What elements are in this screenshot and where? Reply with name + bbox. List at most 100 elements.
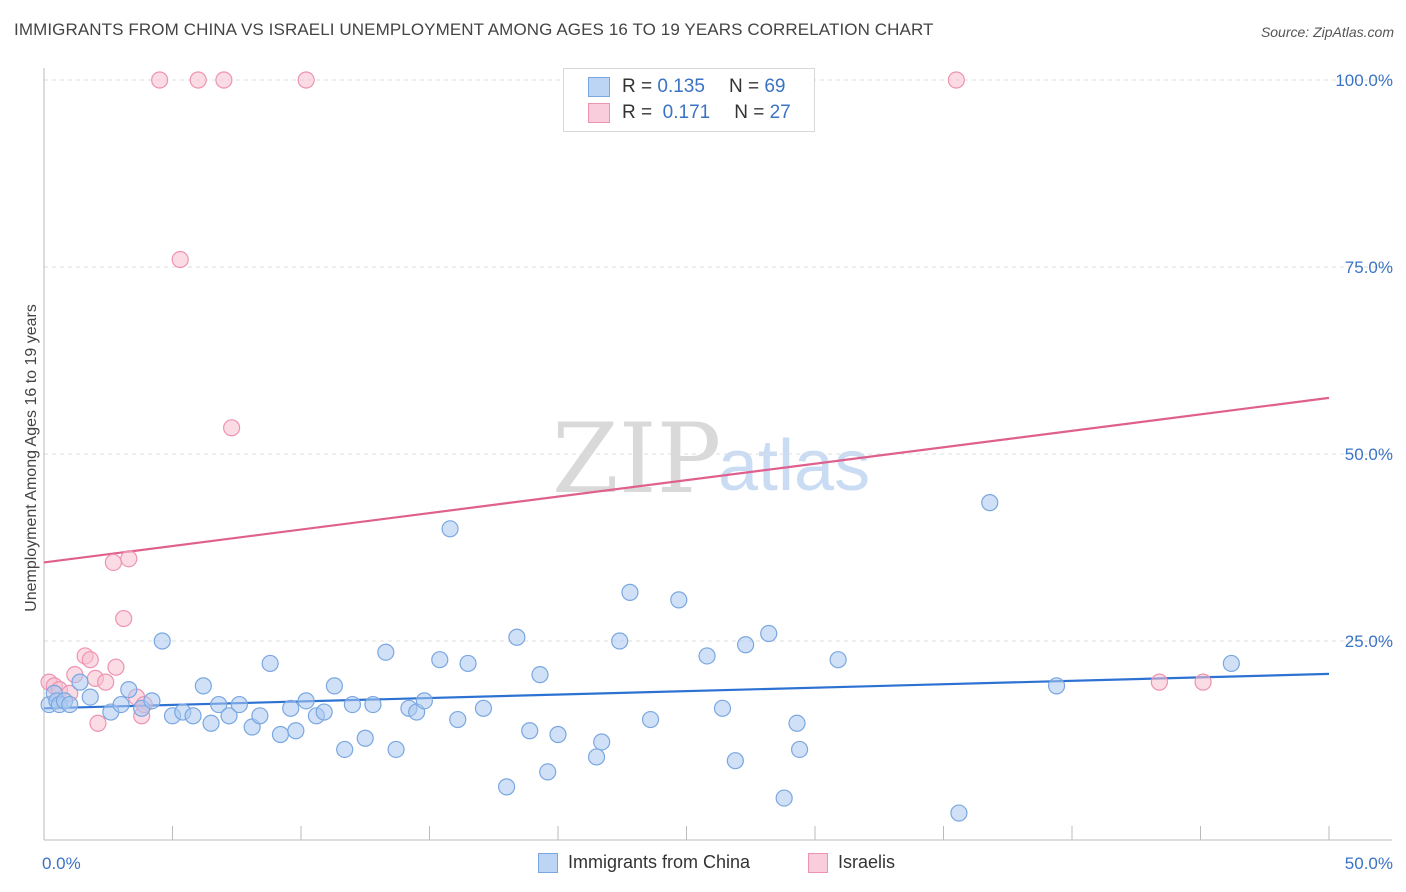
y-tick-label: 100.0% — [1335, 71, 1393, 90]
watermark-zip: ZIP — [552, 403, 721, 515]
n-value: 69 — [764, 76, 786, 97]
israel-point — [297, 71, 315, 89]
n-value: 27 — [769, 102, 791, 123]
y-tick-label: 25.0% — [1345, 632, 1393, 651]
china-point — [531, 666, 549, 684]
israel-point — [89, 714, 107, 732]
china-point — [336, 740, 354, 759]
israel-point — [81, 651, 99, 669]
y-axis-label: Unemployment Among Ages 16 to 19 years — [23, 304, 40, 612]
r-label: R = — [622, 102, 653, 123]
china-trend-line — [43, 672, 1330, 710]
china-point — [287, 722, 305, 740]
china-point — [775, 789, 793, 807]
china-point — [210, 695, 228, 714]
china-point — [737, 636, 755, 654]
china-point — [549, 725, 567, 744]
china-point — [71, 673, 89, 691]
israel-point — [1150, 673, 1168, 691]
china-point — [829, 651, 847, 669]
china-point — [790, 740, 809, 759]
y-tick-label: 75.0% — [1345, 258, 1393, 277]
china-point — [459, 654, 477, 673]
china-point — [521, 722, 539, 740]
source-credit: Source: ZipAtlas.com — [1260, 24, 1394, 40]
china-point — [251, 707, 269, 725]
china-point — [641, 710, 660, 729]
y-tick-label: 50.0% — [1345, 445, 1393, 464]
china-point — [621, 583, 639, 601]
r-value: 0.135 — [657, 76, 705, 97]
china-point — [508, 628, 526, 646]
china-point — [282, 699, 300, 717]
x-tick-label: 50.0% — [1345, 854, 1393, 873]
china-point — [261, 654, 279, 673]
china-point — [431, 651, 449, 669]
china-point — [415, 692, 433, 710]
china-point — [788, 714, 806, 732]
china-point — [153, 632, 171, 650]
china-point — [981, 494, 999, 512]
chart-title: IMMIGRANTS FROM CHINA VS ISRAELI UNEMPLO… — [14, 20, 934, 39]
china-point — [120, 681, 138, 699]
legend-label-china: Immigrants from China — [568, 852, 751, 872]
israel-legend-swatch — [808, 852, 828, 873]
china-point — [230, 695, 248, 714]
china-point — [184, 707, 202, 725]
china-point — [950, 804, 968, 822]
israel-point — [171, 250, 189, 269]
china-point — [364, 695, 382, 714]
legend-label-israelis: Israelis — [838, 852, 896, 872]
israel-point — [189, 71, 207, 89]
israel-point — [115, 609, 133, 628]
china-point — [61, 695, 79, 714]
trend-lines — [43, 396, 1330, 710]
legend-item-israelis[interactable]: Israelis — [808, 852, 895, 873]
china-point — [356, 729, 374, 747]
china-swatch — [588, 77, 610, 97]
china-point — [325, 677, 344, 695]
china-point — [202, 714, 220, 732]
china-point — [441, 520, 459, 538]
series-legend: Immigrants from China Israelis — [0, 852, 1406, 878]
x-tick-labels: 0.0% 50.0% — [42, 854, 1393, 873]
israel-point — [215, 71, 233, 89]
china-point — [474, 699, 493, 717]
china-point — [315, 703, 333, 721]
data-points — [40, 71, 1240, 822]
gridlines — [44, 79, 1392, 642]
y-tick-labels: 25.0% 50.0% 75.0% 100.0% — [1335, 71, 1393, 651]
china-point — [670, 591, 688, 609]
china-point — [1222, 654, 1240, 673]
china-point — [726, 752, 744, 770]
israel-point — [947, 71, 965, 89]
n-label: N = — [728, 76, 760, 97]
china-point — [343, 695, 361, 714]
china-point — [760, 624, 778, 643]
legend-item-china[interactable]: Immigrants from China — [538, 852, 750, 873]
china-point — [271, 725, 290, 744]
israel-point — [223, 419, 241, 437]
stats-legend: R = 0.135 N = 69 R = 0.171 N = 27 — [563, 68, 815, 132]
israel-point — [107, 658, 125, 676]
china-point — [498, 778, 516, 796]
china-point — [194, 677, 212, 695]
china-point — [220, 707, 238, 725]
stats-row-china: R = 0.135 N = 69 — [588, 74, 785, 100]
china-point — [377, 643, 395, 661]
china-point — [593, 733, 611, 751]
r-value: 0.171 — [662, 102, 711, 123]
x-tick-label: 0.0% — [42, 854, 81, 873]
china-point — [81, 688, 99, 706]
china-point — [143, 692, 161, 710]
israel-point — [1194, 673, 1212, 691]
israel-point — [97, 673, 115, 691]
china-point — [387, 740, 405, 759]
china-point — [112, 695, 130, 714]
israel-trend-line — [43, 396, 1330, 564]
r-label: R = — [622, 76, 653, 97]
china-point — [587, 748, 606, 766]
china-point — [698, 647, 716, 665]
china-point — [297, 692, 315, 710]
